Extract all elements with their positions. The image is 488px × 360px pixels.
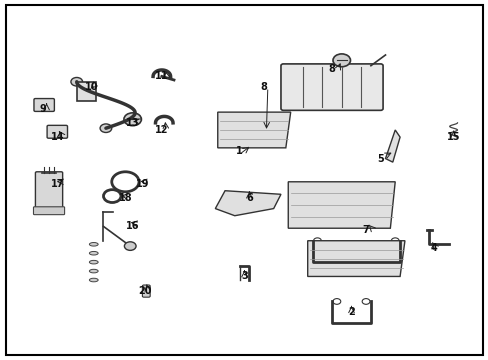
Text: 14: 14 — [50, 132, 64, 142]
Polygon shape — [385, 130, 399, 162]
Text: 4: 4 — [430, 243, 437, 253]
Polygon shape — [215, 191, 281, 216]
Text: 6: 6 — [245, 193, 252, 203]
Text: 1: 1 — [236, 147, 243, 157]
FancyBboxPatch shape — [35, 172, 62, 210]
Text: 18: 18 — [118, 193, 132, 203]
Circle shape — [123, 113, 141, 126]
Polygon shape — [307, 241, 404, 276]
FancyBboxPatch shape — [34, 99, 54, 111]
Text: 17: 17 — [50, 179, 64, 189]
Circle shape — [332, 298, 340, 304]
Ellipse shape — [89, 251, 98, 255]
Text: 9: 9 — [39, 104, 46, 113]
Text: 13: 13 — [126, 118, 139, 128]
Ellipse shape — [89, 243, 98, 246]
Polygon shape — [217, 112, 290, 148]
Text: 19: 19 — [135, 179, 149, 189]
Text: 10: 10 — [84, 82, 98, 92]
Text: 12: 12 — [155, 125, 168, 135]
Text: 3: 3 — [241, 271, 247, 282]
Polygon shape — [287, 182, 394, 228]
FancyBboxPatch shape — [142, 285, 150, 297]
FancyBboxPatch shape — [33, 207, 64, 215]
Circle shape — [100, 124, 112, 132]
Circle shape — [362, 298, 369, 304]
Ellipse shape — [89, 269, 98, 273]
Ellipse shape — [89, 260, 98, 264]
Text: 5: 5 — [377, 154, 383, 163]
Text: 11: 11 — [155, 71, 168, 81]
Circle shape — [390, 238, 398, 244]
FancyBboxPatch shape — [77, 82, 96, 102]
FancyBboxPatch shape — [281, 64, 382, 111]
Text: 7: 7 — [362, 225, 368, 235]
Circle shape — [124, 242, 136, 250]
Text: 8: 8 — [260, 82, 267, 92]
Text: 8: 8 — [328, 64, 335, 74]
Text: 16: 16 — [126, 221, 139, 231]
Ellipse shape — [89, 278, 98, 282]
FancyBboxPatch shape — [47, 125, 67, 138]
Circle shape — [313, 238, 321, 244]
Circle shape — [332, 54, 350, 67]
Text: 2: 2 — [347, 307, 354, 317]
Text: 15: 15 — [446, 132, 459, 142]
Text: 20: 20 — [138, 286, 151, 296]
Circle shape — [71, 77, 82, 86]
